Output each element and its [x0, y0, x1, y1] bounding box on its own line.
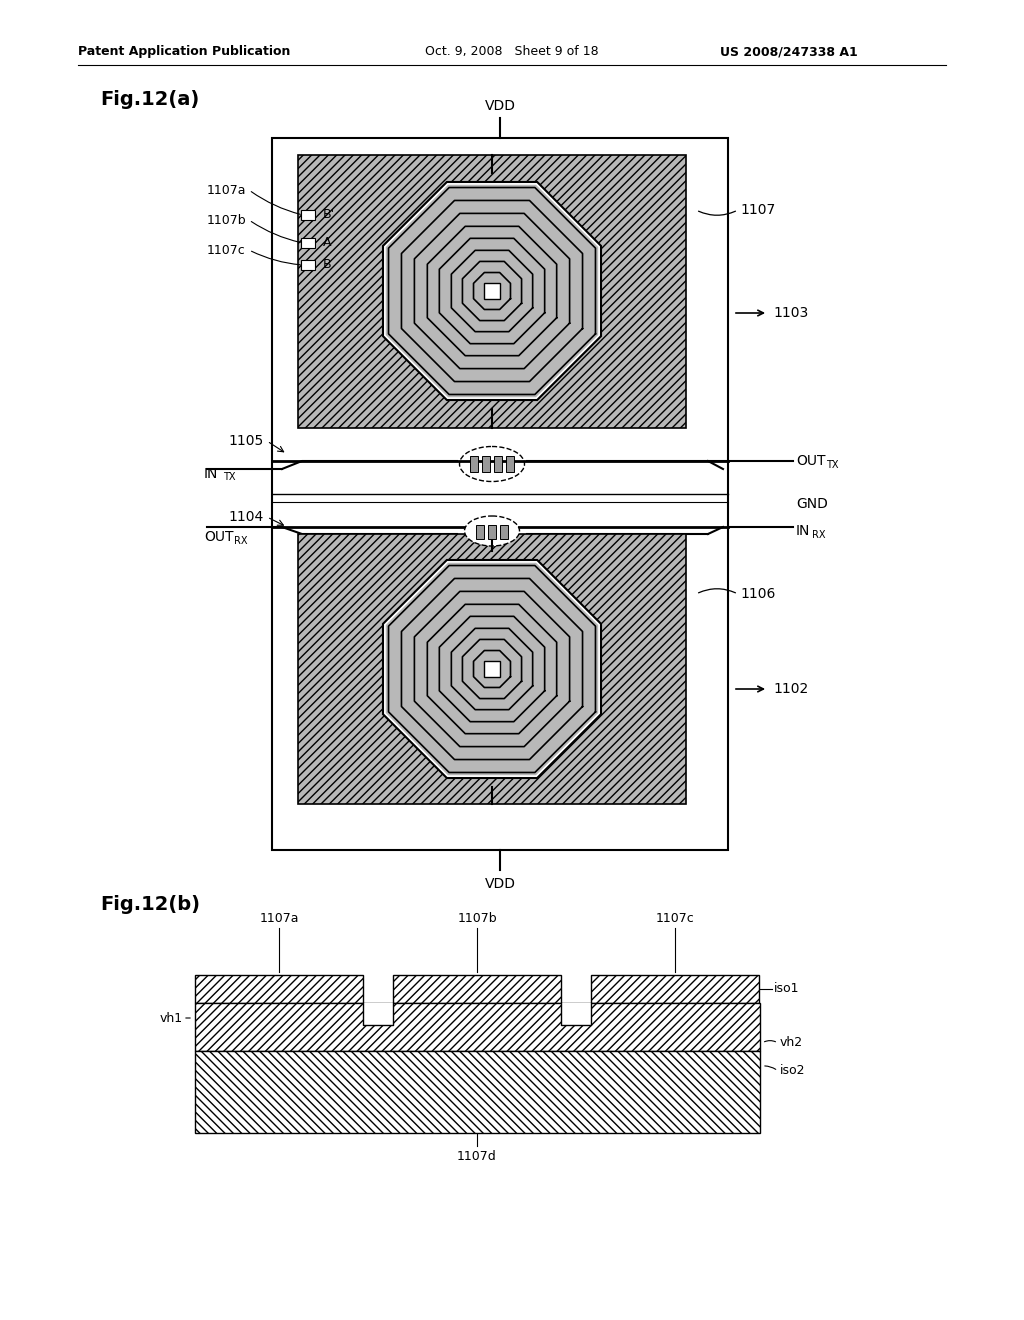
Text: TX: TX: [826, 459, 839, 470]
Bar: [470, 455, 478, 473]
Text: TX: TX: [223, 473, 236, 482]
Bar: [561, 1003, 591, 1026]
Polygon shape: [383, 182, 601, 400]
Text: OUT: OUT: [204, 531, 233, 544]
Text: 1105: 1105: [228, 434, 264, 447]
Text: Patent Application Publication: Patent Application Publication: [78, 45, 291, 58]
Bar: [591, 975, 759, 1003]
Bar: [195, 1003, 760, 1051]
Bar: [484, 282, 500, 300]
Text: 1107b: 1107b: [457, 912, 497, 925]
Text: 1107a: 1107a: [259, 912, 299, 925]
Bar: [482, 455, 490, 473]
Text: B: B: [323, 259, 332, 272]
Bar: [500, 525, 508, 539]
Text: 1104: 1104: [228, 510, 264, 524]
Bar: [195, 975, 362, 1003]
Bar: [393, 975, 561, 1003]
Polygon shape: [386, 562, 598, 775]
Text: RX: RX: [812, 531, 825, 540]
Bar: [362, 1003, 393, 1026]
Text: 1106: 1106: [740, 587, 775, 601]
Bar: [476, 525, 484, 539]
Text: IN: IN: [796, 524, 810, 539]
Text: VDD: VDD: [484, 876, 515, 891]
Text: 1107d: 1107d: [457, 1150, 497, 1163]
Bar: [298, 154, 686, 428]
Ellipse shape: [465, 516, 519, 546]
Text: OUT: OUT: [796, 454, 825, 469]
Text: US 2008/247338 A1: US 2008/247338 A1: [720, 45, 858, 58]
Bar: [301, 238, 315, 248]
Polygon shape: [383, 560, 601, 777]
Text: 1103: 1103: [773, 306, 808, 319]
Bar: [301, 260, 315, 271]
Text: iso1: iso1: [774, 982, 800, 995]
Bar: [272, 139, 728, 850]
Text: 1107b: 1107b: [207, 214, 247, 227]
Bar: [301, 210, 315, 220]
Text: 1102: 1102: [773, 682, 808, 696]
Bar: [494, 455, 502, 473]
Text: Fig.12(a): Fig.12(a): [100, 90, 200, 110]
Text: vh2: vh2: [780, 1036, 803, 1049]
Bar: [298, 535, 686, 804]
Text: vh1: vh1: [160, 1011, 183, 1024]
Text: 1107c: 1107c: [207, 243, 246, 256]
Bar: [484, 661, 500, 677]
Text: 1107c: 1107c: [655, 912, 694, 925]
Bar: [195, 1051, 760, 1133]
Text: A: A: [323, 236, 332, 249]
Bar: [506, 455, 514, 473]
Text: B': B': [323, 209, 335, 222]
Polygon shape: [386, 185, 598, 397]
Text: Fig.12(b): Fig.12(b): [100, 895, 200, 913]
Text: GND: GND: [796, 498, 827, 511]
Bar: [488, 525, 496, 539]
Text: RX: RX: [234, 536, 248, 546]
Text: Oct. 9, 2008   Sheet 9 of 18: Oct. 9, 2008 Sheet 9 of 18: [425, 45, 599, 58]
Text: 1107: 1107: [740, 203, 775, 216]
Text: VDD: VDD: [484, 99, 515, 114]
Text: 1107a: 1107a: [207, 183, 247, 197]
Text: iso2: iso2: [780, 1064, 806, 1077]
Text: IN: IN: [204, 467, 218, 480]
